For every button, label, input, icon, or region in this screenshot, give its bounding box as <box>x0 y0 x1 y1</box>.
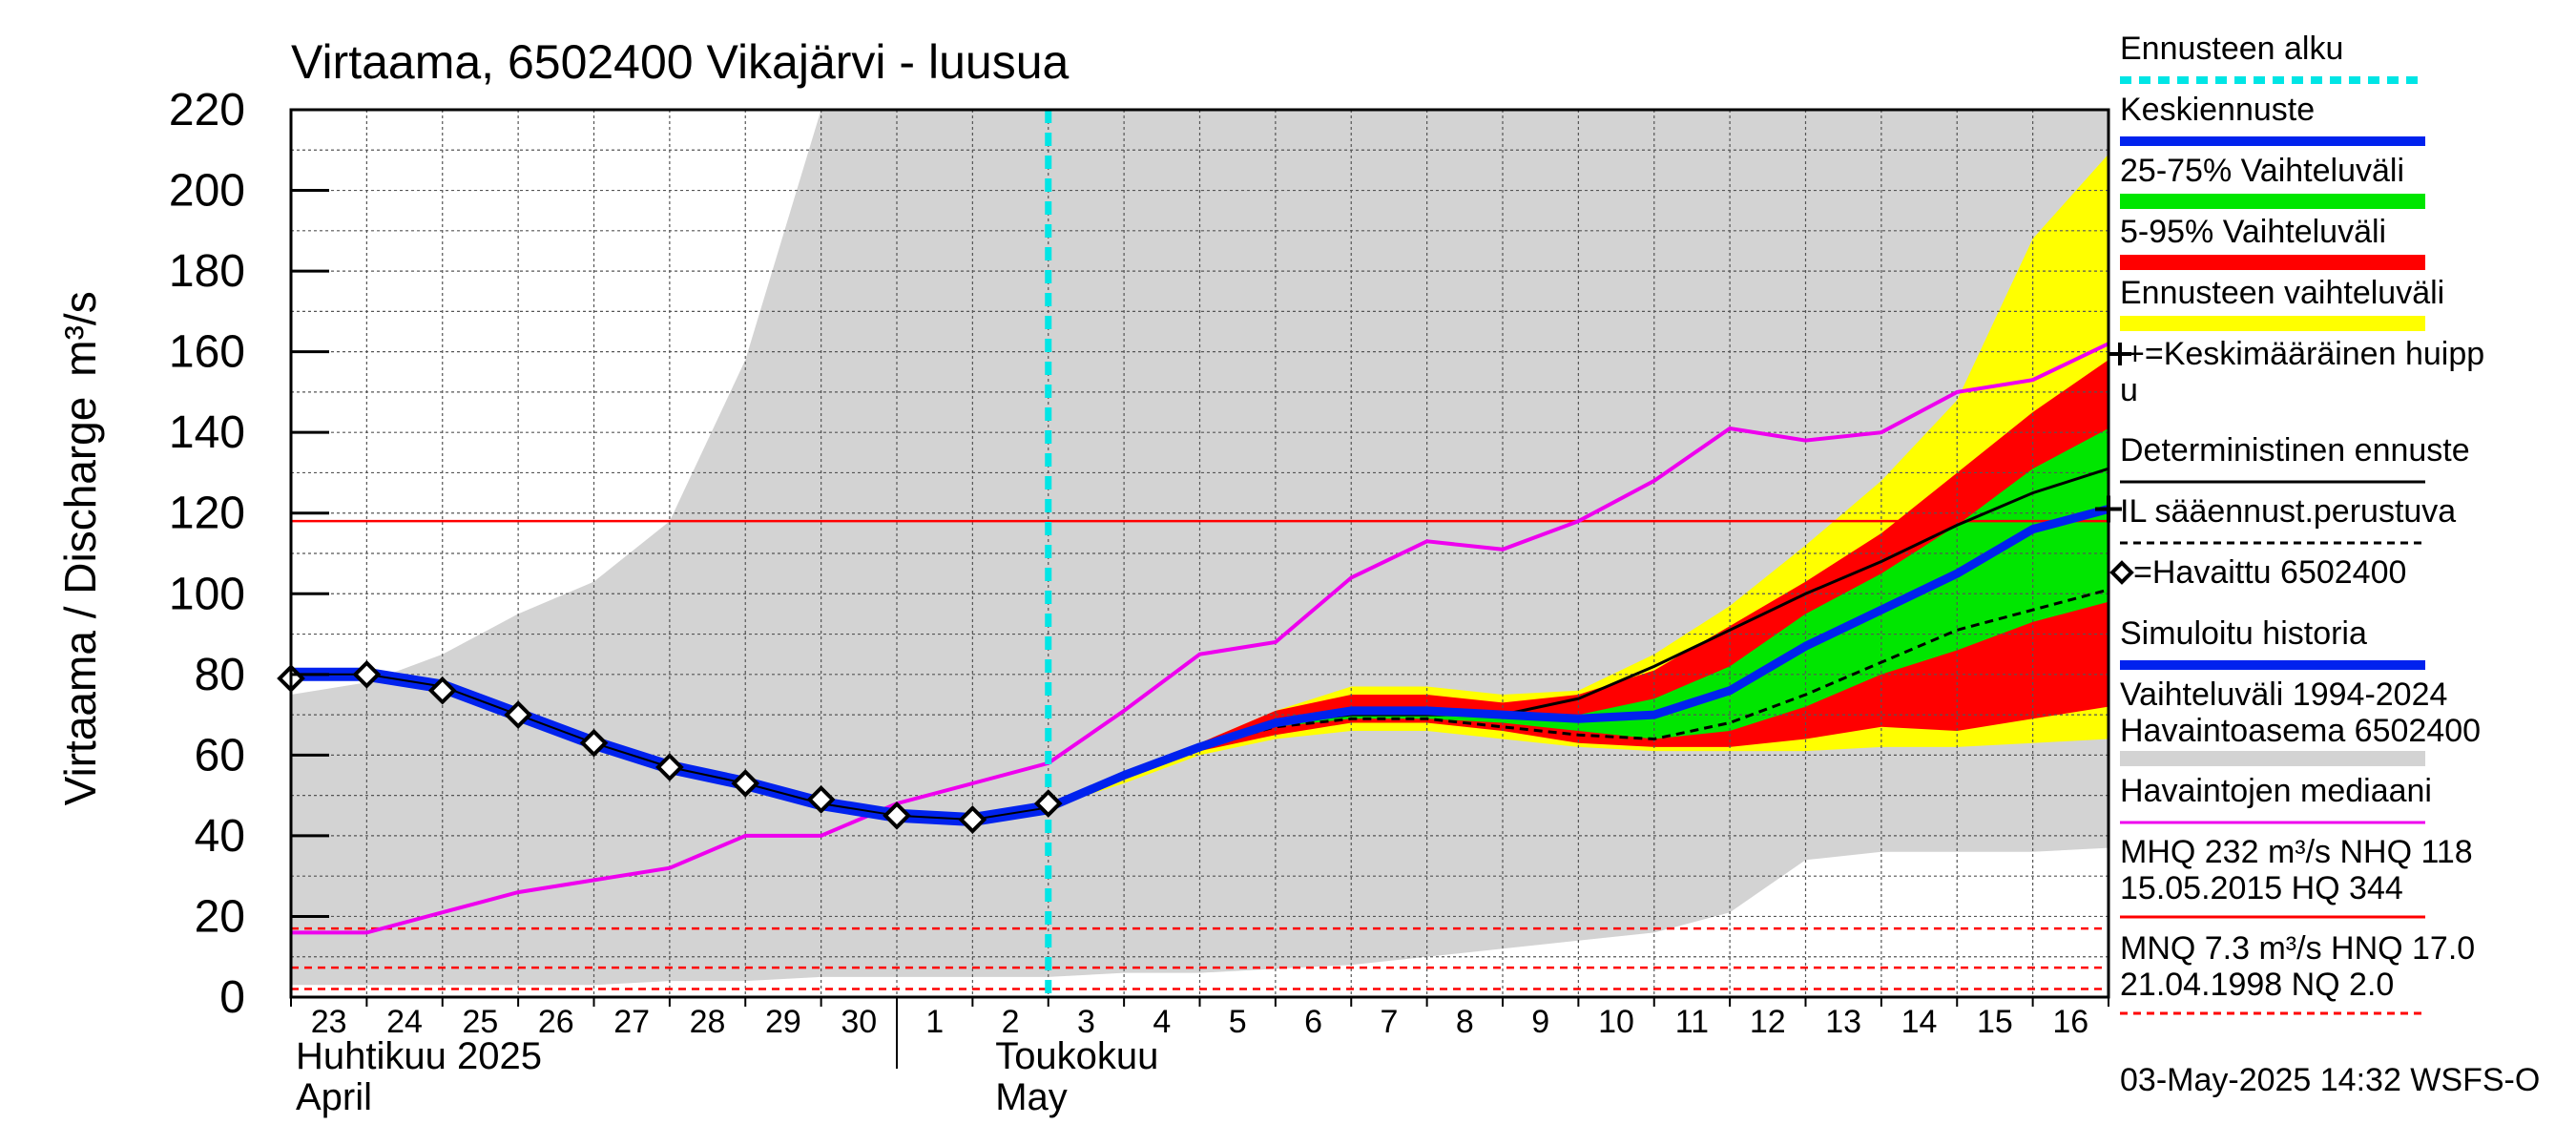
legend-swatch-range <box>2120 316 2425 331</box>
x-tick-label: 10 <box>1598 1004 1634 1040</box>
legend-label2-mnq: 21.04.1998 NQ 2.0 <box>2120 967 2394 1003</box>
x-tick-label: 4 <box>1153 1004 1171 1040</box>
legend-label-mean: Keskiennuste <box>2120 92 2315 128</box>
y-axis-unit: m³/s <box>55 291 105 376</box>
legend-label-mhq: MHQ 232 m³/s NHQ 118 <box>2120 834 2473 870</box>
x-tick-label: 14 <box>1901 1004 1938 1040</box>
legend-label-obs: =Havaittu 6502400 <box>2133 554 2406 591</box>
x-tick-label: 8 <box>1456 1004 1474 1040</box>
legend-label-medobs: Havaintojen mediaani <box>2120 773 2432 809</box>
legend-label-range: Ennusteen vaihteluväli <box>2120 275 2444 311</box>
legend-label-hist: Vaihteluväli 1994-2024 <box>2120 677 2447 713</box>
legend-label-sim: Simuloitu historia <box>2120 615 2367 652</box>
x-tick-label: 3 <box>1077 1004 1095 1040</box>
x-tick-label: 6 <box>1304 1004 1322 1040</box>
median-obs-line <box>291 342 2109 935</box>
observed-point <box>958 805 987 834</box>
x-tick-label: 30 <box>841 1004 877 1040</box>
x-tick-label: 16 <box>2052 1004 2088 1040</box>
legend-label2-mhq: 15.05.2015 HQ 344 <box>2120 870 2403 906</box>
legend-label-il: IL sääennust.perustuva <box>2120 493 2456 530</box>
x-tick-label: 12 <box>1750 1004 1786 1040</box>
x-tick-label: 28 <box>690 1004 726 1040</box>
observed-point <box>655 753 684 781</box>
x-tick-label: 23 <box>311 1004 347 1040</box>
x-tick-label: 1 <box>925 1004 944 1040</box>
observed-point <box>883 801 911 830</box>
legend-label-det: Deterministinen ennuste <box>2120 432 2470 468</box>
y-tick-label: 40 <box>195 811 245 862</box>
legend-label-peak: +=Keskimääräinen huipp <box>2126 336 2484 372</box>
x-tick-label: 26 <box>538 1004 574 1040</box>
observed-point <box>504 700 532 729</box>
legend-label2-hist: Havaintoasema 6502400 <box>2120 713 2481 749</box>
y-tick-label: 60 <box>195 730 245 781</box>
x-tick-label: 24 <box>386 1004 423 1040</box>
legend-label-mnq: MNQ 7.3 m³/s HNQ 17.0 <box>2120 930 2475 967</box>
x-tick-label: 29 <box>765 1004 801 1040</box>
month-label-may-fi: Toukokuu <box>995 1035 1158 1077</box>
month-label-april-en: April <box>296 1076 372 1118</box>
legend-swatch-hist <box>2120 751 2425 766</box>
legend-swatch-p5_95 <box>2120 255 2425 270</box>
observed-point <box>731 769 760 798</box>
x-tick-label: 9 <box>1531 1004 1549 1040</box>
y-tick-label: 160 <box>169 327 245 378</box>
observed-point <box>1033 789 1063 818</box>
y-tick-label: 200 <box>169 166 245 217</box>
chart-title: Virtaama, 6502400 Vikajärvi - luusua <box>291 35 1070 89</box>
observed-point <box>579 728 609 758</box>
legend-label-p5_95: 5-95% Vaihteluväli <box>2120 214 2386 250</box>
mean-forecast-line <box>1047 505 2109 812</box>
y-tick-label: 180 <box>169 246 245 297</box>
x-tick-label: 15 <box>1977 1004 2013 1040</box>
observed-point <box>806 785 836 814</box>
x-tick-label: 11 <box>1675 1004 1709 1040</box>
observed-point <box>427 676 457 705</box>
legend-label-forecast_start: Ennusteen alku <box>2120 31 2343 67</box>
y-axis-label: Virtaama / Discharge <box>55 397 105 806</box>
legend-label2-peak: u <box>2120 372 2138 408</box>
y-tick-label: 20 <box>195 891 245 942</box>
x-tick-label: 25 <box>463 1004 499 1040</box>
legend-obs-marker <box>2109 560 2134 585</box>
month-label-may-en: May <box>995 1076 1068 1118</box>
x-tick-label: 27 <box>613 1004 650 1040</box>
x-tick-label: 13 <box>1825 1004 1861 1040</box>
y-tick-label: 80 <box>195 650 245 700</box>
y-tick-label: 140 <box>169 407 245 458</box>
legend-swatch-p25_75 <box>2120 194 2425 209</box>
observed-point <box>352 659 382 689</box>
x-tick-label: 7 <box>1380 1004 1398 1040</box>
footer-timestamp: 03-May-2025 14:32 WSFS-O <box>2120 1062 2540 1098</box>
y-tick-label: 100 <box>169 569 245 619</box>
x-tick-label: 2 <box>1002 1004 1020 1040</box>
legend-label-p25_75: 25-75% Vaihteluväli <box>2120 153 2404 189</box>
month-label-april-fi: Huhtikuu 2025 <box>296 1035 542 1077</box>
p5-95-band <box>1048 360 2109 808</box>
y-tick-label: 120 <box>169 489 245 539</box>
y-tick-label: 0 <box>219 972 245 1023</box>
x-tick-label: 5 <box>1229 1004 1247 1040</box>
y-tick-label: 220 <box>169 85 245 135</box>
